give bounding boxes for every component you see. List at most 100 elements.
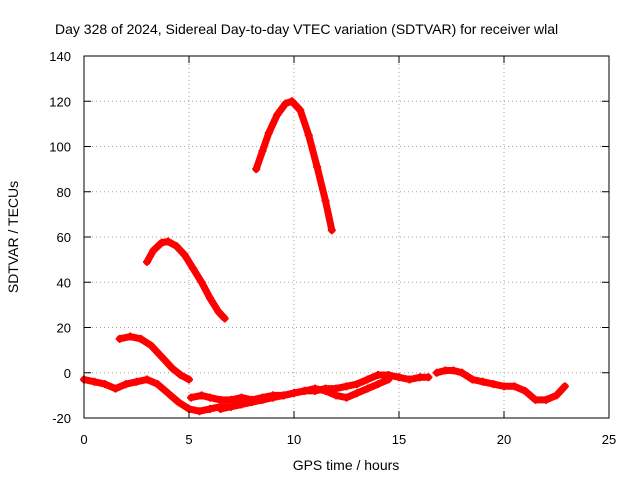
data-point [342,382,351,391]
data-point [90,377,99,386]
data-point [132,377,141,386]
y-axis-label: SDTVAR / TECUs [5,181,21,293]
data-point [252,165,261,174]
data-point [321,386,330,395]
data-point [363,384,372,393]
axis-ticks: -20 0 20 40 60 80 100 120 140 0 5 10 15 20 25 [49,49,616,447]
y-tick-label: 140 [49,49,71,64]
data-point [374,371,382,380]
series-band [433,367,569,404]
y-tick-label: 120 [49,94,71,109]
data-point [206,294,214,303]
data-point [489,380,498,389]
data-point [187,393,196,402]
y-tick-label: 0 [64,366,71,381]
series-layer [80,97,569,416]
data-point [111,384,120,393]
data-point [321,196,330,205]
data-point [157,238,166,247]
data-point [296,106,305,115]
data-point [237,393,246,402]
data-point [126,332,135,341]
data-point [458,368,466,377]
data-point [363,375,372,384]
data-point [531,395,540,404]
data-point [174,398,183,407]
x-axis-label: GPS time / hours [293,457,400,473]
data-point [342,393,351,402]
series-band [80,376,245,415]
data-point [149,246,158,255]
data-point [279,391,288,400]
data-point [290,389,298,398]
data-point [237,400,246,409]
data-point [227,395,235,404]
x-tick-label: 10 [287,432,301,447]
data-point [332,384,340,393]
data-point [287,97,296,106]
data-point [300,386,309,395]
data-point [479,377,487,386]
data-point [176,371,185,380]
data-point [269,393,277,402]
data-point [416,373,424,382]
series-band [116,333,193,383]
x-tick-label: 15 [392,432,406,447]
data-point [122,380,130,389]
data-point [143,375,151,384]
data-point [115,334,124,343]
data-point [164,389,172,398]
data-point [216,404,225,413]
data-point [136,334,145,343]
series-band-d [432,366,569,404]
data-point [542,395,550,404]
x-tick-label: 25 [602,432,616,447]
data-point [500,382,508,391]
data-point [327,226,336,235]
data-point [206,393,214,402]
data-point [220,314,229,323]
data-point [248,398,256,407]
data-point [353,380,361,389]
data-point [153,380,162,389]
data-point [395,373,403,382]
data-point [143,257,151,266]
data-point [227,402,235,411]
series-band-c [216,375,393,413]
data-point [258,395,267,404]
data-point [273,110,282,119]
data-point [164,237,172,246]
data-point [101,380,109,389]
data-point [195,407,204,416]
x-tick-label: 0 [80,432,87,447]
chart-title: Day 328 of 2024, Sidereal Day-to-day VTE… [55,21,558,37]
grid [84,56,609,418]
data-point [441,366,450,375]
data-point [206,404,214,413]
data-point [185,375,193,384]
data-point [510,382,519,391]
series-band [143,238,229,322]
data-point [311,384,319,393]
data-point [304,131,313,140]
y-tick-label: 100 [49,140,71,155]
data-point [281,99,290,108]
data-point [168,364,177,373]
data-point [468,375,477,384]
x-tick-label: 5 [185,432,192,447]
data-point [216,395,225,404]
series-arc-high [252,97,336,235]
y-tick-label: 20 [57,321,71,336]
data-point [560,382,569,391]
data-point [405,375,414,384]
y-tick-label: -20 [52,411,71,426]
data-point [384,375,393,384]
data-point [374,380,382,389]
data-point [147,341,156,350]
y-tick-label: 60 [57,230,71,245]
plot-frame [83,55,610,419]
data-point [552,391,561,400]
y-tick-label: 40 [57,275,71,290]
data-point [157,352,166,361]
